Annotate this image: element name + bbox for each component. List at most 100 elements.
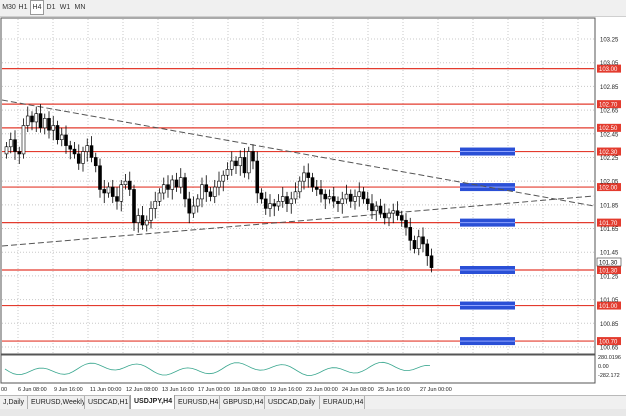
level-tag-text: 100.70	[599, 339, 618, 345]
candle-body	[174, 179, 179, 188]
timeframe-m30-button[interactable]: M30	[2, 4, 16, 11]
price-label: 100.65	[600, 346, 619, 352]
candle-body	[34, 113, 39, 123]
candle-body	[378, 205, 383, 214]
timeframe-mn-button[interactable]: MN	[74, 4, 86, 11]
candle-body	[306, 172, 311, 178]
candle-body	[344, 193, 349, 200]
candle-body	[200, 184, 204, 200]
candle-body	[195, 198, 200, 207]
tab-gbpusd-h4[interactable]: GBPUSD,H4	[220, 396, 265, 409]
candle-body	[161, 184, 166, 194]
tab-usdcad-daily[interactable]: USDCAD,Daily	[265, 396, 320, 409]
price-chart[interactable]: 103.00 102.70 102.50 102.30 102.00 101.70 101.…	[0, 16, 626, 393]
candle-body	[187, 198, 192, 214]
timeframe-w1-button[interactable]: W1	[59, 4, 71, 11]
candle-body	[110, 186, 115, 197]
candle-body	[13, 139, 17, 152]
tab-eurusd-weekly[interactable]: EURUSD,Weekly	[28, 396, 85, 409]
level-tag	[597, 183, 621, 192]
tab-euraud-h4[interactable]: EURAUD,H4	[320, 396, 365, 409]
level-tag-text: 103.00	[599, 67, 618, 73]
candle-body	[136, 215, 141, 223]
chart-tabs: J,Daily EURUSD,Weekly USDCAD,H1 USDJPY,H…	[0, 395, 626, 410]
level-tag-text: 102.00	[599, 185, 618, 191]
candle-body	[115, 196, 119, 202]
price-label: 102.25	[600, 156, 619, 162]
date-label: 13 Jun 16:00	[162, 387, 194, 393]
price-label: 101.25	[600, 274, 619, 280]
level-tag	[597, 337, 621, 346]
candle-body	[251, 151, 255, 162]
candle-body	[225, 169, 230, 176]
price-label: 102.85	[600, 85, 619, 91]
candle-body	[255, 160, 260, 194]
candlesticks	[4, 104, 434, 273]
candle-body	[140, 215, 145, 226]
date-label: 12 Jun 08:00	[126, 387, 158, 393]
level-tag	[597, 123, 621, 132]
candle-body	[412, 240, 417, 249]
candle-body	[191, 205, 196, 214]
candle-body	[408, 227, 413, 241]
candle-body	[42, 118, 47, 129]
timeframe-h4-button[interactable]: H4	[30, 0, 44, 15]
current-price-text: 101.30	[599, 260, 618, 266]
tab-usdcad-h1[interactable]: USDCAD,H1	[85, 396, 130, 409]
date-label: 9 Jun 16:00	[54, 387, 83, 393]
level-tag	[597, 64, 621, 73]
candle-body	[166, 184, 170, 190]
price-label: 101.85	[600, 203, 619, 209]
candle-body	[238, 157, 243, 167]
timeframe-d1-button[interactable]: D1	[46, 4, 56, 11]
candle-body	[416, 236, 421, 249]
price-label: 100.85	[600, 322, 619, 328]
level-tag-text: 102.30	[599, 150, 618, 156]
indicator-frame	[0, 354, 596, 384]
candle-body	[25, 115, 30, 126]
candle-body	[47, 118, 51, 131]
candle-body	[429, 255, 434, 268]
level-tag	[597, 147, 621, 156]
candle-body	[157, 192, 162, 202]
level-tag-text: 101.70	[599, 221, 618, 227]
price-label: 101.45	[600, 251, 619, 257]
current-price-tag	[596, 257, 622, 267]
price-axis: 103.25103.05102.85102.65102.45102.25102.…	[600, 38, 619, 352]
candle-body	[365, 198, 370, 204]
candle-body	[425, 243, 430, 257]
level-tag-text: 101.30	[599, 268, 618, 274]
level-tag	[597, 218, 621, 227]
candle-body	[348, 193, 353, 202]
candle-body	[217, 180, 221, 188]
candle-body	[421, 236, 425, 245]
date-label: 23 Jun 00:00	[306, 387, 338, 393]
candle-body	[302, 172, 306, 182]
timeframe-h1-button[interactable]: H1	[18, 4, 28, 11]
candle-body	[170, 179, 175, 190]
candle-body	[234, 160, 238, 167]
candle-body	[93, 157, 98, 167]
tab-eurusd-h4[interactable]: EURUSD,H4	[175, 396, 220, 409]
level-tag-text: 101.00	[599, 304, 618, 310]
candle-body	[183, 177, 187, 200]
date-label: 27 Jun 00:00	[420, 387, 452, 393]
indicator-label: 0.00	[598, 364, 609, 370]
price-label: 102.05	[600, 180, 619, 186]
candle-body	[310, 177, 315, 188]
candle-body	[391, 210, 396, 214]
candle-body	[144, 219, 149, 226]
candle-body	[59, 134, 64, 140]
candle-body	[297, 180, 302, 193]
date-label: 6 Jun 08:00	[18, 387, 47, 393]
candle-body	[353, 196, 357, 202]
date-label: 00	[1, 387, 7, 393]
level-tag-text: 102.70	[599, 102, 618, 108]
tab-daily[interactable]: J,Daily	[0, 396, 28, 409]
tab-usdjpy-h4[interactable]: USDJPY,H4	[130, 395, 175, 410]
candle-body	[293, 191, 298, 200]
level-tag	[597, 266, 621, 274]
candle-body	[221, 174, 226, 182]
candle-body	[106, 186, 111, 194]
candle-body	[64, 134, 68, 146]
